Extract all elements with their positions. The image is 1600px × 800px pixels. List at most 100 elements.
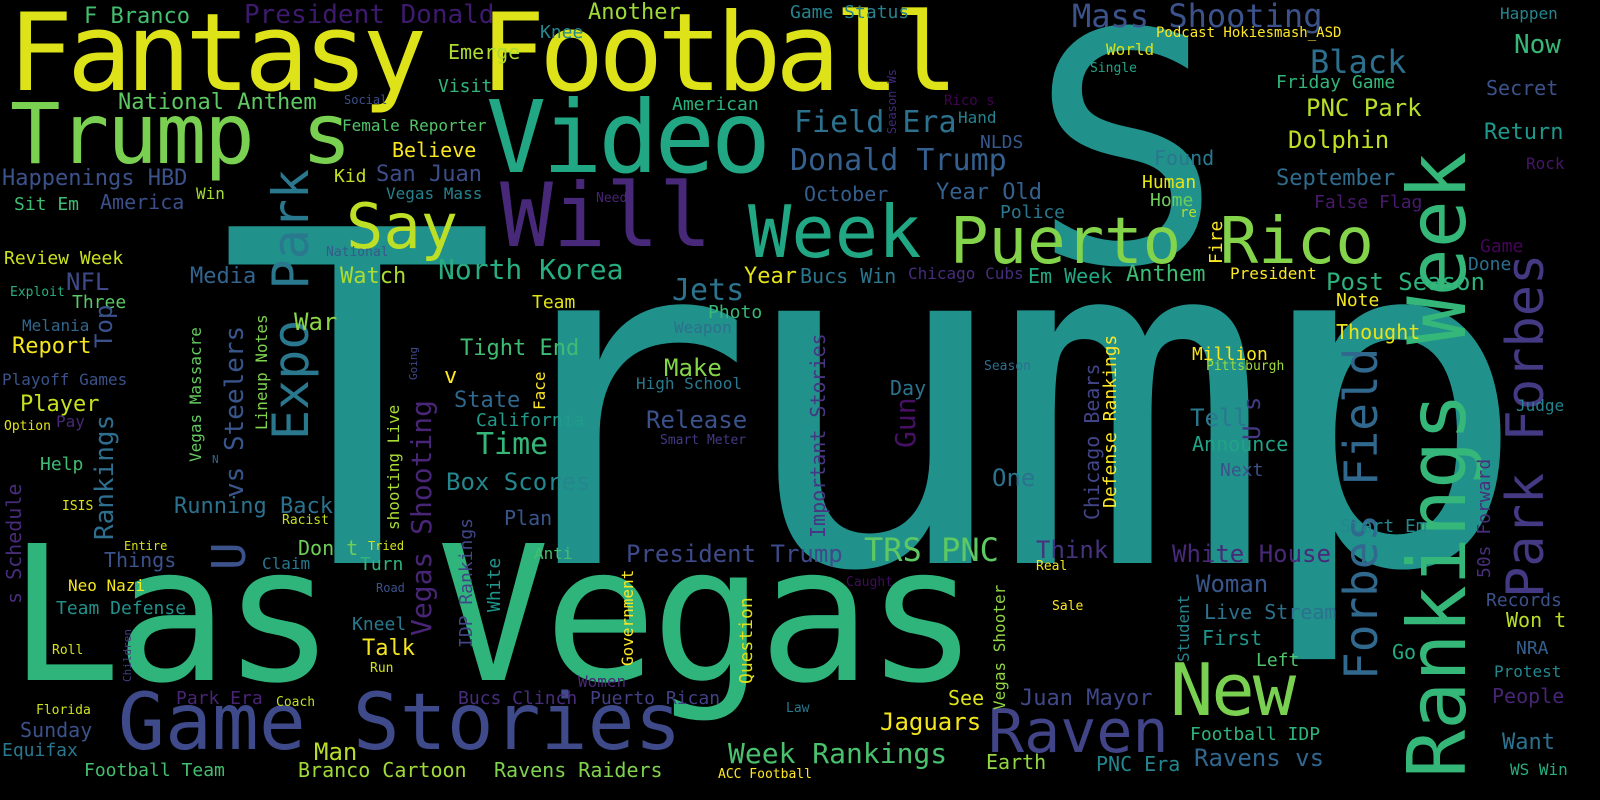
word-run: Run [370, 661, 394, 676]
word-visit: Visit [438, 76, 493, 97]
word-year: Year [744, 264, 797, 289]
word-melania: Melania [22, 316, 90, 335]
word-road: Road [376, 581, 405, 595]
word-judge: Judge [1516, 396, 1565, 415]
word-release: Release [646, 406, 748, 434]
word-pnc-park: PNC Park [1306, 94, 1422, 122]
word-raven: Raven [988, 697, 1169, 767]
word-california: California [476, 410, 585, 431]
word-human: Human [1142, 172, 1197, 193]
word-real: Real [1036, 559, 1068, 574]
word-s-schedule: s Schedule [2, 483, 26, 604]
word-another: Another [588, 0, 681, 25]
word-puerto-rican: Puerto Rican [590, 688, 721, 709]
word-donald-trump: Donald Trump [790, 143, 1007, 178]
word-thought: Thought [1336, 320, 1421, 344]
word-first: First [1202, 626, 1263, 650]
word-s: S [1030, 0, 1223, 338]
word-ravens-raiders: Ravens Raiders [494, 758, 663, 782]
word-earth: Earth [986, 750, 1047, 774]
word-box-scores: Box Scores [446, 468, 591, 496]
word-now: Now [1514, 30, 1561, 60]
word-media: Media [190, 264, 257, 289]
word-vegas-mass: Vegas Mass [386, 184, 483, 203]
word-talk: Talk [362, 636, 415, 661]
word-team: Team [532, 292, 576, 313]
word-cloud: Trump S Las Vegas Fantasy Football Video… [2, 0, 1568, 782]
word-going: Going [407, 346, 420, 380]
word-watch: Watch [340, 264, 407, 289]
word-important-stories: Important Stories [806, 333, 830, 538]
word-day: Day [890, 376, 927, 400]
word-nra: NRA [1516, 638, 1549, 659]
word-pittsburgh: Pittsburgh [1206, 359, 1285, 374]
word-week-rankings: Week Rankings [728, 737, 948, 770]
word-u-s: U s [1238, 396, 1266, 440]
word-coach: Coach [276, 695, 316, 710]
word-u: U [202, 542, 256, 570]
word-anthem: Anthem [1126, 262, 1206, 287]
word-weapon: Weapon [674, 318, 732, 337]
word-em-week: Em Week [1028, 264, 1113, 288]
word-park-forbes: Park Forbes [1496, 253, 1556, 598]
word-playoff-games: Playoff Games [2, 370, 128, 389]
word-three: Three [72, 292, 127, 313]
word-lineup-notes: Lineup Notes [252, 314, 271, 430]
word-fantasy-football: Fantasy Football [8, 0, 958, 116]
word-expo-park: Expo Park [262, 169, 320, 440]
word-mass-shooting: Mass Shooting [1072, 0, 1323, 35]
word-game-stories: Game Stories [118, 678, 682, 768]
word-post-season: Post Season [1326, 268, 1485, 296]
word-north-korea: North Korea [438, 253, 624, 286]
word-caught: Caught [846, 575, 893, 590]
word-go: Go [1392, 640, 1417, 664]
word-smart-meter: Smart Meter [660, 433, 747, 448]
word-roll: Roll [52, 643, 84, 658]
word-idp-rankings: IDP Rankings [456, 517, 477, 648]
word-state: State [454, 388, 521, 413]
word-left: Left [1256, 650, 1300, 671]
word-things: Things [104, 548, 177, 572]
word-tell: Tell [1190, 404, 1248, 432]
word-hand: Hand [958, 108, 997, 127]
word-neo-nazi: Neo Nazi [68, 576, 146, 595]
word-president-trump: President Trump [626, 540, 843, 568]
word-player: Player [20, 392, 100, 417]
word-national-anthem: National Anthem [118, 90, 317, 115]
word-vegas-shooter: Vegas Shooter [990, 584, 1009, 710]
word-chicago-cubs: Chicago Cubs [908, 264, 1024, 283]
word-live-stream: Live Stream [1204, 600, 1337, 624]
word-happen: Happen [1500, 4, 1558, 23]
word-video: Video [486, 79, 771, 196]
word-tried: Tried [368, 539, 405, 553]
word-emerge: Emerge [448, 40, 521, 64]
word-san-juan: San Juan [376, 162, 482, 187]
word-done: Done [1468, 254, 1512, 275]
word-week: Week [748, 190, 922, 274]
word-sunday: Sunday [20, 718, 93, 742]
word-50s-forward: 50s Forward [1474, 458, 1495, 578]
word-people: People [1492, 684, 1565, 708]
word-game-status: Game Status [790, 2, 910, 23]
word-sale: Sale [1052, 599, 1084, 614]
word-next: Next [1220, 460, 1264, 481]
word-note: Note [1336, 290, 1380, 311]
word-rock: Rock [1526, 154, 1565, 173]
word-isis: ISIS [62, 499, 94, 514]
word-jaguars: Jaguars [880, 708, 982, 736]
word-gun: Gun [889, 397, 922, 448]
word-face: Face [530, 371, 549, 410]
word-black: Black [1310, 43, 1407, 81]
word-defense-rankings: Defense Rankings [1100, 334, 1121, 508]
word-acc-football: ACC Football [718, 767, 812, 782]
word-woman: Woman [1196, 570, 1269, 598]
word-f-branco: F Branco [84, 4, 190, 29]
word-say: Say [346, 190, 458, 263]
word-ws-win: WS Win [1510, 760, 1568, 779]
word-exploit: Exploit [10, 285, 65, 300]
word-photo: Photo [708, 302, 763, 323]
word-one: One [992, 464, 1036, 492]
word-women: Women [578, 672, 627, 691]
word-start-em: Start Em [1340, 516, 1427, 537]
word-man: Man [314, 738, 358, 766]
